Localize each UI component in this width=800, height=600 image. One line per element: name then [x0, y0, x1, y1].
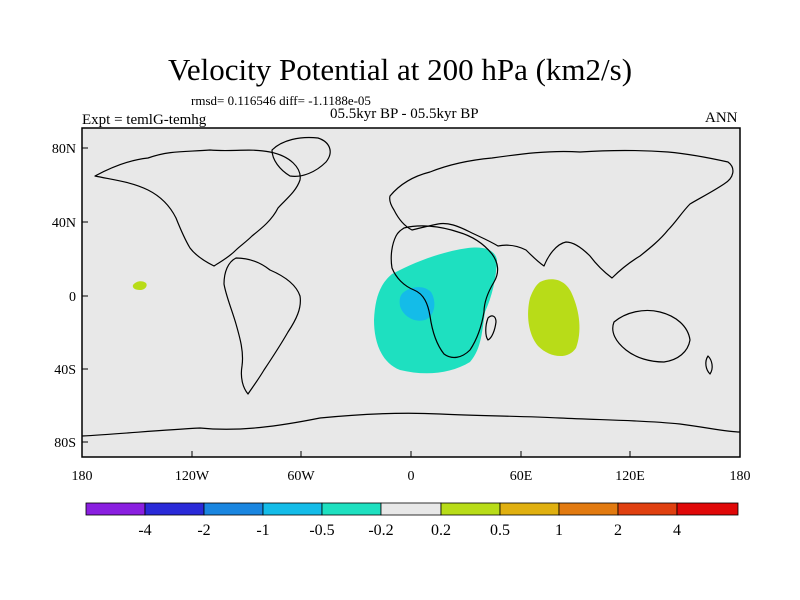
y-tick-label: 40S [54, 363, 76, 378]
colorbar-label: -4 [138, 522, 151, 539]
y-tick-label: 40N [52, 216, 76, 231]
colorbar-box-6 [380, 502, 442, 516]
colorbar-box-4 [262, 502, 323, 516]
tick-marks [81, 147, 741, 457]
colorbar-labels: -4 -2 -1 -0.5 -0.2 0.2 0.5 1 2 4 [138, 522, 681, 539]
antarctica-coast [81, 412, 741, 437]
shaded-regions [132, 247, 580, 374]
colorbar-label: 0.2 [431, 522, 451, 539]
colorbar-box-3 [203, 502, 264, 516]
x-tick-label: 180 [72, 469, 93, 484]
small-positive-region [132, 281, 147, 290]
colorbar-label: 1 [555, 522, 563, 539]
colorbar-box-10 [617, 502, 678, 516]
africa-coast [390, 225, 499, 359]
colorbar-box-1 [85, 502, 146, 516]
period-label: 05.5kyr BP - 05.5kyr BP [330, 106, 479, 122]
south-america-coast [223, 257, 301, 395]
x-tick-label: 0 [408, 469, 415, 484]
coastlines [81, 136, 741, 437]
experiment-label: Expt = temlG-temhg [82, 112, 207, 128]
colorbar-box-5 [321, 502, 382, 516]
colorbar-label: -2 [197, 522, 210, 539]
x-tick-label: 120E [615, 469, 645, 484]
x-axis-labels: 180 120W 60W 0 60E 120E 180 [72, 469, 751, 484]
colorbar-box-8 [499, 502, 560, 516]
colorbar-box-7 [440, 502, 501, 516]
y-tick-label: 0 [69, 290, 76, 305]
eurasia-coast [389, 149, 734, 279]
colorbar-label: 0.5 [490, 522, 510, 539]
y-axis-labels: 80N 40N 0 40S 80S [52, 142, 76, 451]
colorbar [85, 502, 739, 516]
season-label: ANN [705, 110, 738, 126]
y-tick-label: 80S [54, 436, 76, 451]
stats-text: rmsd= 0.116546 diff= -1.1188e-05 [191, 93, 371, 108]
colorbar-label: 4 [673, 522, 681, 539]
colorbar-label: -0.5 [309, 522, 334, 539]
x-tick-label: 60E [510, 469, 533, 484]
greenland-coast [271, 136, 331, 177]
positive-anomaly-region [528, 279, 580, 357]
colorbar-box-9 [558, 502, 619, 516]
map-title: Velocity Potential at 200 hPa (km2/s) [167, 52, 633, 87]
x-tick-label: 180 [730, 469, 751, 484]
new-zealand-coast [705, 355, 713, 375]
madagascar-coast [485, 315, 497, 341]
colorbar-label: -1 [256, 522, 269, 539]
colorbar-box-2 [144, 502, 205, 516]
y-tick-label: 80N [52, 142, 76, 157]
colorbar-box-11 [676, 502, 739, 516]
strong-negative-anomaly-region [399, 287, 435, 321]
north-america-coast [94, 149, 301, 267]
negative-anomaly-region [374, 247, 497, 374]
australia-coast [612, 309, 691, 363]
colorbar-label: -0.2 [368, 522, 393, 539]
colorbar-label: 2 [614, 522, 622, 539]
x-tick-label: 120W [175, 469, 210, 484]
x-tick-label: 60W [287, 469, 315, 484]
